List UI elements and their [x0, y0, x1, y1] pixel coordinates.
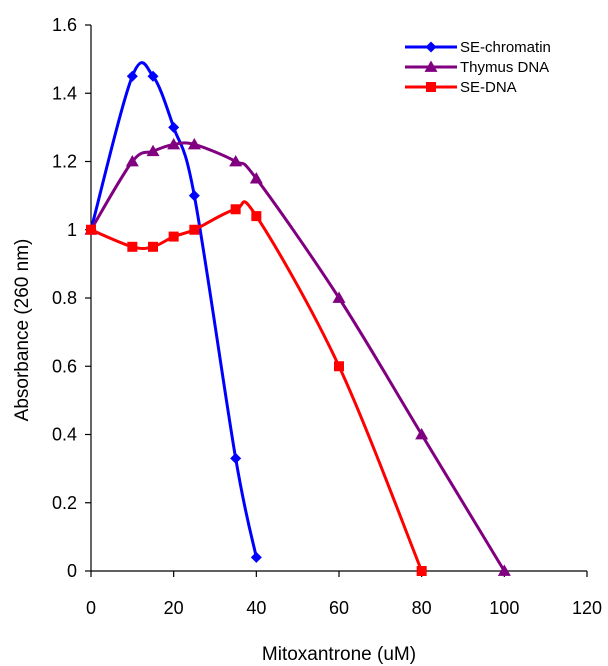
data-point — [334, 361, 344, 372]
x-tick-label: 120 — [572, 598, 602, 618]
data-point — [126, 70, 138, 82]
y-tick-label: 1.4 — [52, 83, 77, 103]
x-tick-label: 100 — [489, 598, 519, 618]
x-tick-label: 20 — [164, 598, 184, 618]
data-point — [168, 231, 179, 242]
data-point — [86, 224, 96, 235]
y-tick-label: 0 — [67, 561, 77, 581]
data-point — [148, 241, 158, 252]
legend-marker — [426, 82, 436, 92]
x-tick-label: 0 — [86, 598, 96, 618]
data-point — [415, 428, 429, 440]
y-axis-title: Absorbance (260 nm) — [12, 239, 33, 422]
data-point — [146, 144, 160, 157]
y-tick-label: 1.6 — [52, 15, 77, 35]
data-point — [167, 137, 181, 150]
y-tick-label: 0.8 — [52, 288, 77, 308]
y-tick-label: 0.4 — [52, 425, 77, 445]
axes: 0 0.2 0.4 0.6 0.8 1 1.2 1.4 1.6 0 20 40 60 80 100 120 — [52, 15, 602, 618]
data-point — [187, 137, 201, 150]
x-tick-label: 40 — [246, 598, 266, 618]
series-se-chromatin — [85, 61, 262, 563]
legend-item: SE-chromatin — [405, 39, 551, 56]
x-tick-label: 60 — [329, 598, 349, 618]
data-point — [188, 190, 200, 202]
series-thymus-dna — [84, 137, 511, 576]
data-point — [230, 452, 242, 464]
data-point — [189, 224, 200, 235]
data-point — [127, 241, 138, 252]
y-tick-label: 0.6 — [52, 356, 77, 376]
legend-label: Thymus DNA — [460, 59, 549, 76]
data-point — [168, 121, 180, 133]
legend-label: SE-chromatin — [460, 39, 551, 56]
legend-item: Thymus DNA — [405, 59, 549, 76]
data-point — [332, 291, 346, 303]
series-se-dna — [86, 200, 427, 576]
series-line — [89, 200, 424, 573]
data-point — [416, 566, 427, 576]
data-point — [497, 564, 511, 576]
series-line — [89, 61, 258, 559]
legend: SE-chromatin Thymus DNA SE-DNA — [405, 39, 551, 96]
x-tick-label: 80 — [412, 598, 432, 618]
data-point — [251, 211, 262, 222]
x-axis-title: Mitoxantrone (uM) — [262, 644, 416, 665]
series-group — [84, 61, 511, 576]
y-tick-label: 1.2 — [52, 152, 77, 172]
data-point — [229, 155, 243, 167]
y-tick-label: 1 — [67, 220, 77, 240]
legend-marker — [424, 60, 438, 72]
data-point — [125, 155, 139, 167]
data-point — [147, 70, 159, 82]
y-tick-label: 0.2 — [52, 493, 77, 513]
legend-item: SE-DNA — [405, 79, 517, 96]
data-point — [230, 204, 241, 215]
legend-label: SE-DNA — [460, 79, 517, 96]
data-point — [249, 172, 263, 184]
legend-marker — [425, 41, 437, 53]
data-point — [250, 551, 262, 563]
series-line — [89, 141, 506, 573]
